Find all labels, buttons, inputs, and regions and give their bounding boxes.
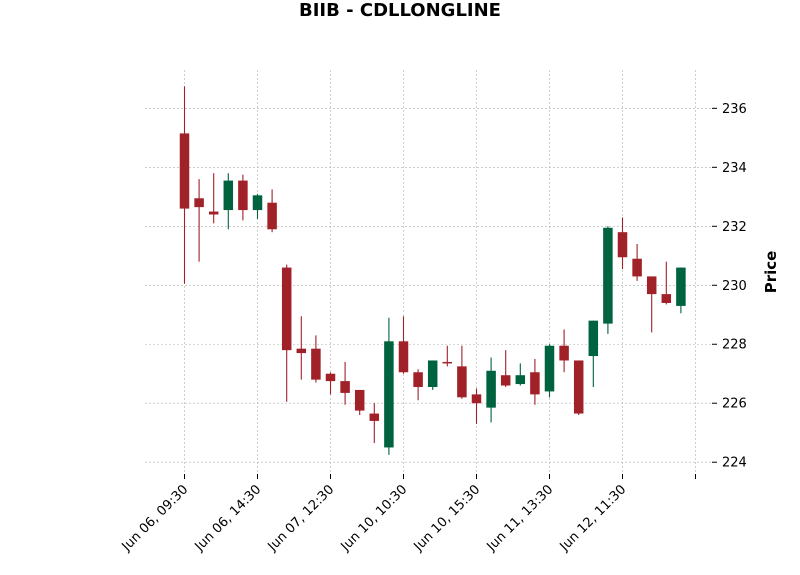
candle-body bbox=[661, 294, 672, 303]
y-tick-label: 224 bbox=[722, 456, 747, 471]
candle-down bbox=[325, 372, 336, 395]
candle-down bbox=[471, 388, 482, 424]
candle-body bbox=[325, 373, 336, 382]
candle-down bbox=[632, 243, 642, 281]
candle-body bbox=[369, 413, 380, 421]
y-tick-label: 236 bbox=[722, 102, 747, 117]
candle-body bbox=[515, 375, 526, 385]
candle-down bbox=[530, 358, 540, 405]
y-tick-label: 226 bbox=[722, 397, 747, 412]
candle-body bbox=[194, 198, 204, 208]
candle-body bbox=[544, 345, 555, 392]
candle-down bbox=[208, 173, 219, 224]
x-tick-label: Jun 07, 12:30 bbox=[265, 482, 338, 555]
y-tick-label: 234 bbox=[722, 161, 747, 176]
grid-lines bbox=[145, 70, 712, 474]
candle-body bbox=[530, 372, 540, 395]
x-tick-label: Jun 10, 15:30 bbox=[411, 482, 484, 555]
y-tick-label: 230 bbox=[722, 279, 747, 294]
candle-down bbox=[398, 316, 409, 374]
candle-down bbox=[340, 361, 350, 405]
candle-down bbox=[354, 389, 365, 416]
axes: 224 226 228 230 232 234 236 Jun 06, 09:30 Jun 06… bbox=[119, 102, 747, 555]
candle-body bbox=[281, 267, 292, 351]
candle-body bbox=[208, 211, 219, 215]
candle-up bbox=[252, 193, 263, 219]
candle-body bbox=[588, 320, 599, 357]
candle-body bbox=[384, 341, 394, 448]
candle-up bbox=[427, 360, 438, 390]
candle-down bbox=[559, 329, 569, 373]
x-tick-label: Jun 11, 13:30 bbox=[484, 482, 557, 555]
candle-down bbox=[179, 86, 190, 284]
chart-title: BIIB - CDLLONGLINE bbox=[299, 0, 501, 21]
candle-body bbox=[311, 348, 321, 380]
candle-down bbox=[194, 179, 204, 262]
candle-body bbox=[398, 341, 409, 373]
candle-body bbox=[632, 258, 642, 277]
candle-down bbox=[311, 335, 321, 383]
candle-down bbox=[646, 276, 657, 333]
y-tick-label: 228 bbox=[722, 338, 747, 353]
candle-down bbox=[267, 189, 277, 233]
y-tick-label: 232 bbox=[722, 220, 747, 235]
candle-up bbox=[588, 320, 599, 388]
candle-down bbox=[661, 261, 672, 305]
candle-down bbox=[500, 350, 511, 388]
candle-up bbox=[603, 226, 613, 334]
candle-body bbox=[676, 267, 686, 306]
candle-up bbox=[486, 357, 496, 423]
candle-down bbox=[573, 360, 584, 416]
x-tick-label: Jun 10, 10:30 bbox=[338, 482, 411, 555]
candle-down bbox=[296, 316, 307, 380]
candle-body bbox=[179, 133, 190, 209]
candle-down bbox=[369, 403, 380, 444]
candle-body bbox=[471, 394, 482, 404]
candle-body bbox=[296, 348, 307, 354]
candle-body bbox=[354, 389, 365, 411]
candle-body bbox=[427, 360, 438, 388]
candle-body bbox=[573, 360, 584, 414]
candle-body bbox=[413, 372, 423, 388]
candle-body bbox=[442, 361, 453, 364]
x-tick-label: Jun 12, 11:30 bbox=[557, 482, 630, 555]
x-tick-label: Jun 06, 14:30 bbox=[192, 482, 265, 555]
candle-body bbox=[457, 366, 467, 398]
candle-body bbox=[603, 227, 613, 324]
candle-body bbox=[559, 345, 569, 361]
candle-body bbox=[267, 202, 277, 230]
x-tick-label: Jun 06, 09:30 bbox=[119, 482, 192, 555]
candle-down bbox=[617, 217, 628, 270]
candle-down bbox=[413, 369, 423, 401]
candle-body bbox=[486, 370, 496, 408]
candle-down bbox=[238, 174, 248, 221]
candle-body bbox=[223, 180, 234, 211]
candle-down bbox=[442, 345, 453, 367]
candle-body bbox=[340, 381, 350, 393]
candle-up bbox=[223, 173, 234, 230]
candle-up bbox=[515, 363, 526, 386]
candle-up bbox=[676, 267, 686, 314]
candle-body bbox=[646, 276, 657, 295]
y-axis-label: Price bbox=[762, 251, 780, 294]
candle-up bbox=[544, 344, 555, 398]
candle-body bbox=[252, 195, 263, 211]
candles bbox=[179, 86, 686, 455]
candle-body bbox=[238, 180, 248, 211]
candle-down bbox=[457, 345, 467, 399]
candle-body bbox=[617, 232, 628, 258]
candle-body bbox=[500, 375, 511, 386]
candle-down bbox=[281, 264, 292, 402]
candle-up bbox=[384, 317, 394, 455]
